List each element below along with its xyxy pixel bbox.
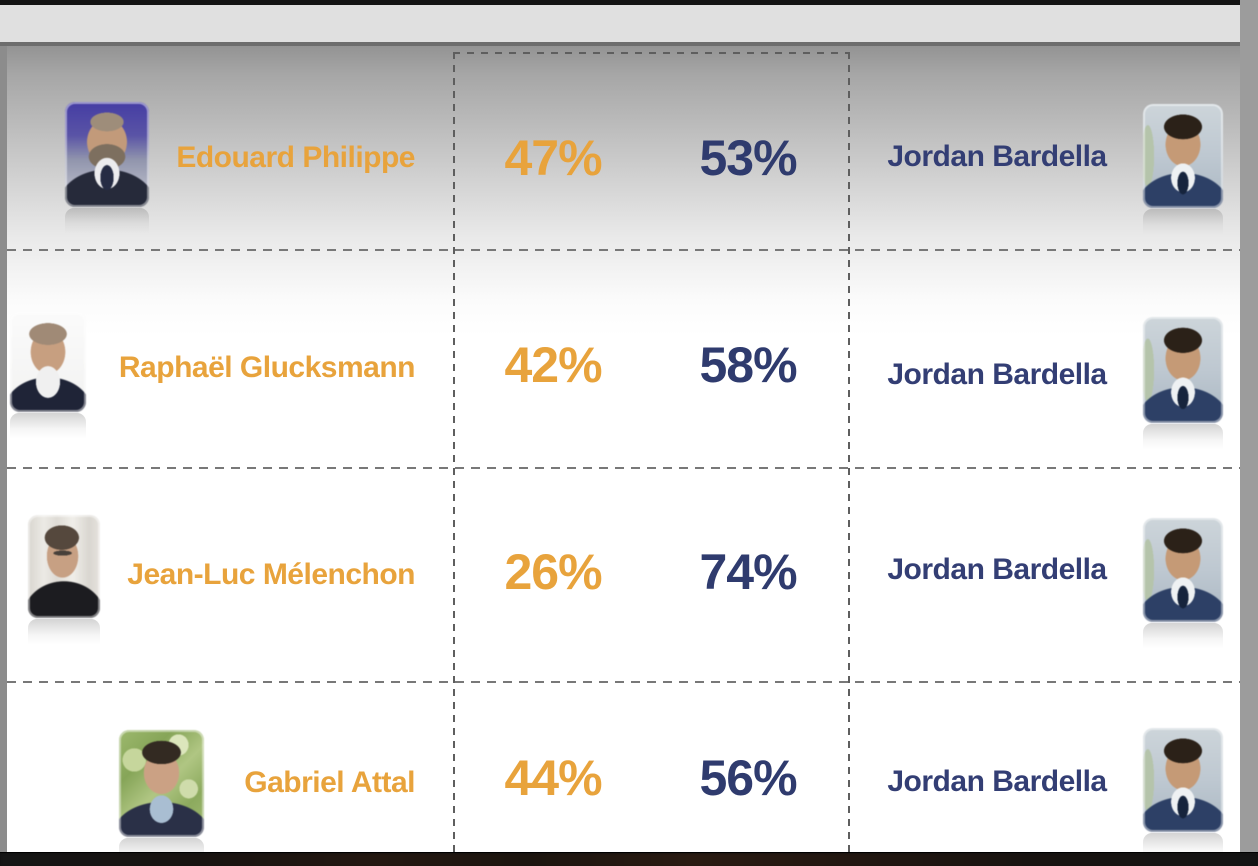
opponent-name: Jordan Bardella bbox=[887, 553, 1107, 586]
poll-slide: Edouard Philippe 47% 53% Jordan Bardella… bbox=[7, 46, 1240, 866]
photo-reflection bbox=[1143, 623, 1223, 657]
photo-reflection bbox=[1143, 424, 1223, 458]
challenger-percent: 47% bbox=[504, 130, 602, 186]
row-separator bbox=[7, 681, 1240, 683]
window-toolbar bbox=[0, 5, 1240, 42]
row-separator bbox=[7, 467, 1240, 469]
opponent-name: Jordan Bardella bbox=[887, 358, 1107, 391]
photo-jordan-bardella bbox=[1143, 728, 1223, 832]
photo-raphael-glucksmann bbox=[10, 312, 86, 412]
opponent-name: Jordan Bardella bbox=[887, 140, 1107, 173]
challenger-percent: 42% bbox=[504, 337, 602, 393]
percent-box-right-border bbox=[848, 52, 850, 852]
photo-reflection bbox=[28, 619, 100, 653]
video-strip-content bbox=[0, 853, 1258, 866]
challenger-percent: 26% bbox=[504, 544, 602, 600]
challenger-name: Jean-Luc Mélenchon bbox=[127, 558, 415, 591]
photo-gabriel-attal bbox=[119, 730, 204, 837]
opponent-name: Jordan Bardella bbox=[887, 765, 1107, 798]
row-separator bbox=[7, 249, 1240, 251]
challenger-percent: 44% bbox=[504, 750, 602, 806]
percent-box-top-border bbox=[453, 52, 850, 54]
challenger-name: Raphaël Glucksmann bbox=[118, 351, 416, 384]
opponent-percent: 56% bbox=[699, 750, 797, 806]
photo-jordan-bardella bbox=[1143, 518, 1223, 622]
percent-box-left-border bbox=[453, 52, 455, 852]
video-strip bbox=[0, 852, 1258, 866]
opponent-percent: 53% bbox=[699, 130, 797, 186]
toolbar-divider bbox=[0, 42, 1240, 46]
opponent-percent: 74% bbox=[699, 544, 797, 600]
window-left-edge bbox=[0, 46, 7, 852]
photo-reflection bbox=[10, 413, 86, 447]
photo-reflection bbox=[1143, 209, 1223, 243]
challenger-name: Gabriel Attal bbox=[244, 766, 415, 799]
challenger-name: Edouard Philippe bbox=[176, 141, 415, 174]
photo-reflection bbox=[65, 208, 149, 242]
photo-edouard-philippe bbox=[65, 102, 149, 207]
window-right-edge bbox=[1240, 0, 1258, 852]
photo-jordan-bardella bbox=[1143, 104, 1223, 208]
opponent-percent: 58% bbox=[699, 337, 797, 393]
window-top-bar bbox=[0, 0, 1240, 5]
photo-jean-luc-melenchon bbox=[28, 515, 100, 618]
photo-jordan-bardella bbox=[1143, 317, 1223, 423]
